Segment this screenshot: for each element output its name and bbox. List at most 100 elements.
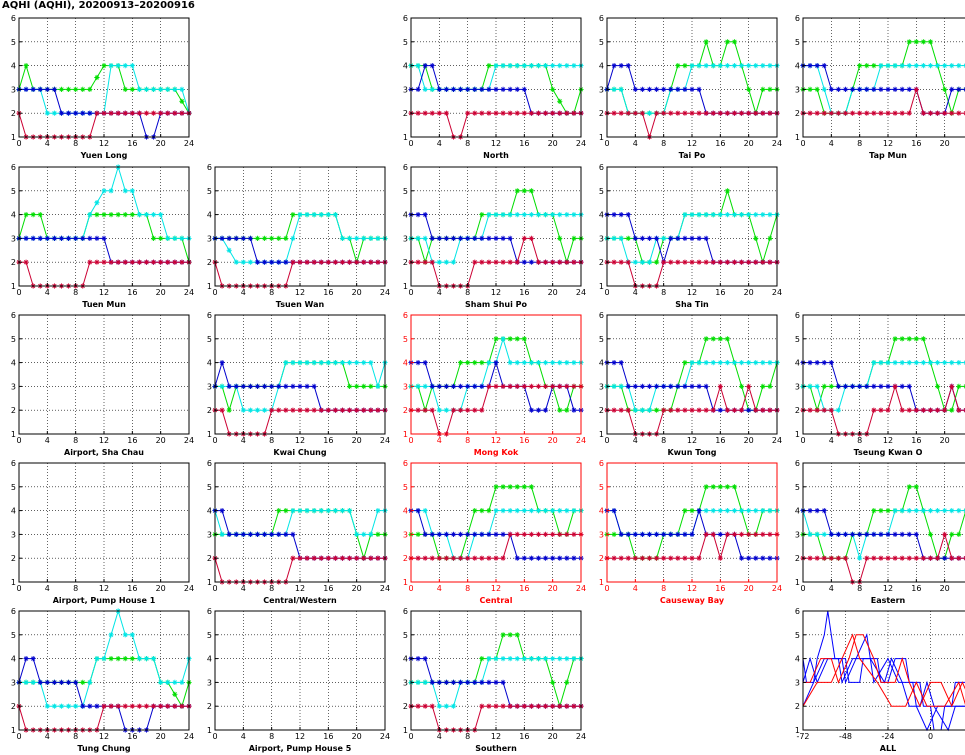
data-point <box>172 110 178 116</box>
data-point <box>179 235 185 241</box>
x-tick-label: 16 <box>127 436 137 445</box>
data-point <box>611 531 617 537</box>
x-tick-label: 4 <box>633 139 638 148</box>
y-tick-label: 4 <box>403 62 408 71</box>
data-point <box>346 235 353 241</box>
data-point <box>129 656 135 662</box>
data-point <box>864 63 870 69</box>
data-point <box>738 531 745 537</box>
y-tick-label: 4 <box>795 655 800 664</box>
data-point <box>632 86 638 92</box>
data-point <box>73 86 79 92</box>
y-tick-label: 3 <box>11 234 16 243</box>
series-line <box>802 610 965 731</box>
data-point <box>94 212 100 218</box>
data-point <box>646 383 653 389</box>
data-point <box>457 86 464 92</box>
data-point <box>325 212 331 218</box>
data-point <box>906 531 912 537</box>
data-point <box>514 555 520 561</box>
series-line <box>19 88 189 138</box>
y-tick-label: 4 <box>11 507 16 516</box>
data-point <box>857 86 863 92</box>
data-point <box>304 383 310 389</box>
y-tick-label: 1 <box>11 282 16 291</box>
data-point <box>646 259 653 265</box>
y-tick-label: 3 <box>11 530 16 539</box>
data-point <box>942 86 948 92</box>
data-point <box>528 235 535 241</box>
x-tick-label: 16 <box>127 732 137 741</box>
data-point <box>927 555 934 561</box>
data-point <box>436 86 442 92</box>
data-point <box>528 703 535 709</box>
data-point <box>158 703 164 709</box>
data-point <box>661 383 667 389</box>
data-point <box>814 531 820 537</box>
data-point <box>465 235 471 241</box>
data-point <box>571 508 577 514</box>
series-line <box>215 237 385 263</box>
data-point <box>885 407 891 413</box>
data-point <box>472 383 478 389</box>
data-point <box>625 212 631 218</box>
data-point <box>375 259 381 265</box>
data-point <box>717 531 723 537</box>
data-point <box>639 555 646 561</box>
data-point <box>415 703 421 709</box>
data-point <box>521 188 527 194</box>
data-point <box>746 259 752 265</box>
data-point <box>542 259 549 265</box>
x-tick-label: 16 <box>519 436 529 445</box>
data-point <box>682 212 688 218</box>
data-point <box>65 703 72 709</box>
x-tick-label: 0 <box>212 288 217 297</box>
data-point <box>276 508 282 514</box>
y-tick-label: 3 <box>207 678 212 687</box>
data-point <box>920 336 927 342</box>
data-point <box>318 259 324 265</box>
data-point <box>878 508 884 514</box>
x-tick-label: 8 <box>73 139 78 148</box>
series-line <box>607 214 777 263</box>
data-point <box>653 259 660 265</box>
series-line <box>607 65 777 114</box>
data-point <box>703 531 709 537</box>
data-point <box>906 360 912 366</box>
data-point <box>689 235 695 241</box>
data-point <box>956 407 962 413</box>
x-axis-label: Tsuen Wan <box>276 300 325 309</box>
x-tick-label: 16 <box>519 732 529 741</box>
y-tick-label: 6 <box>11 459 16 468</box>
data-point <box>564 407 570 413</box>
data-point <box>254 383 261 389</box>
y-tick-label: 2 <box>403 109 408 118</box>
data-point <box>450 259 457 265</box>
data-point <box>753 407 759 413</box>
data-point <box>710 508 716 514</box>
series-line <box>802 633 965 732</box>
data-point <box>479 360 485 366</box>
data-point <box>80 679 86 685</box>
data-point <box>821 407 827 413</box>
data-point <box>493 484 499 490</box>
x-tick-label: 16 <box>519 288 529 297</box>
data-point <box>724 360 731 366</box>
data-point <box>611 259 617 265</box>
data-point <box>507 336 513 342</box>
series-line <box>214 261 385 287</box>
data-point <box>535 555 542 561</box>
data-point <box>696 110 702 116</box>
data-point <box>332 212 339 218</box>
data-point <box>760 555 766 561</box>
data-point <box>521 508 527 514</box>
data-point <box>108 212 114 218</box>
data-point <box>731 259 738 265</box>
x-tick-label: 8 <box>661 436 666 445</box>
data-point <box>415 360 421 366</box>
y-tick-label: 3 <box>599 234 604 243</box>
data-point <box>821 86 827 92</box>
x-axis-label: Airport, Pump House 1 <box>53 596 156 605</box>
data-point <box>710 360 716 366</box>
